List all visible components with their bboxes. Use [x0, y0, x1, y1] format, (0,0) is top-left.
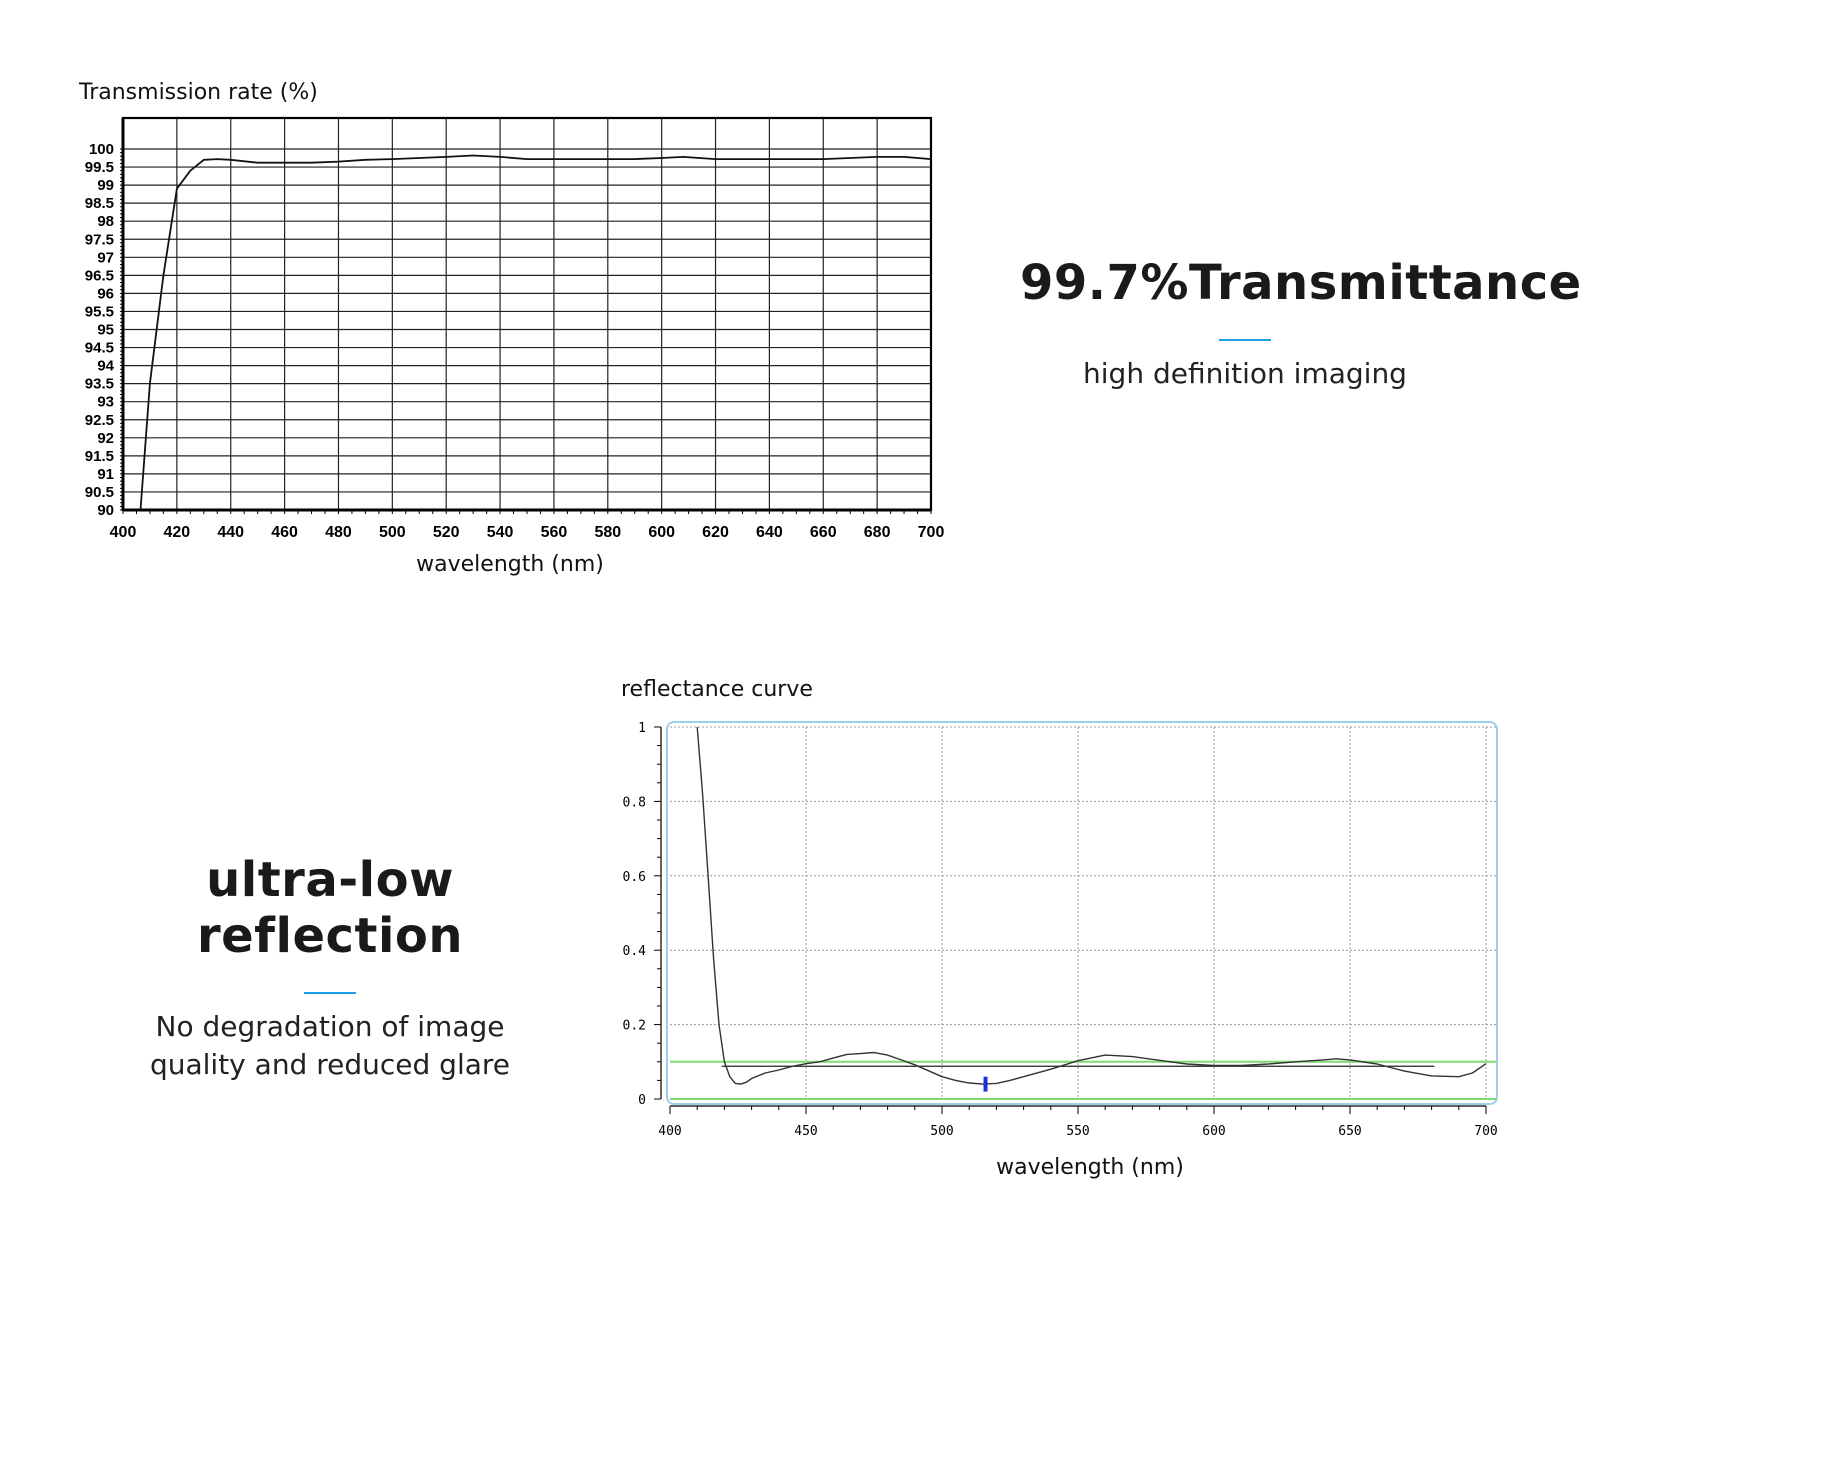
y-tick-label: 98.5 — [85, 195, 114, 212]
transmission-chart-title: Transmission rate (%) — [79, 80, 318, 105]
y-tick-label: 92 — [97, 430, 114, 447]
transmittance-heading: 99.7%Transmittance — [1020, 255, 1582, 311]
y-tick-label: 93 — [97, 394, 114, 411]
transmission-curve — [139, 154, 932, 511]
y-tick-label: 1 — [638, 721, 646, 736]
reflection-subtitle-line-1: No degradation of image — [155, 1010, 505, 1043]
y-tick-label: 90.5 — [85, 484, 114, 501]
y-tick-label: 96.5 — [85, 267, 114, 284]
y-tick-label: 0.8 — [623, 795, 646, 810]
plot-frame — [121, 116, 933, 512]
y-tick-label: 95.5 — [85, 303, 114, 320]
x-tick-label: 400 — [110, 524, 137, 541]
transmittance-feature: 99.7%Transmittance high definition imagi… — [1020, 255, 1582, 393]
y-tick-label: 100 — [89, 141, 114, 158]
y-tick-label: 91.5 — [85, 448, 114, 465]
reflection-subtitle-line-2: quality and reduced glare — [149, 1048, 511, 1081]
reflectance-chart-title: reflectance curve — [621, 677, 813, 702]
y-tick-label: 0.6 — [623, 870, 646, 885]
transmission-xlabel: wavelength (nm) — [416, 552, 604, 577]
x-tick-label: 520 — [433, 524, 460, 541]
x-tick-label: 660 — [810, 524, 837, 541]
y-tick-label: 0.4 — [623, 944, 647, 959]
x-tick-label: 450 — [794, 1124, 817, 1139]
accent-divider — [1219, 339, 1271, 341]
x-tick-label: 680 — [864, 524, 891, 541]
y-tick-label: 96 — [97, 285, 114, 302]
x-tick-label: 420 — [164, 524, 191, 541]
x-tick-label: 460 — [271, 524, 298, 541]
x-tick-label: 440 — [217, 524, 244, 541]
y-tick-label: 0 — [638, 1093, 646, 1108]
x-tick-label: 400 — [658, 1124, 681, 1139]
x-tick-label: 640 — [756, 524, 783, 541]
y-tick-label: 0.2 — [623, 1019, 646, 1034]
x-tick-label: 500 — [930, 1124, 953, 1139]
y-tick-label: 93.5 — [85, 376, 114, 393]
x-tick-label: 620 — [702, 524, 729, 541]
y-tick-label: 91 — [97, 466, 114, 483]
y-tick-label: 99 — [97, 177, 114, 194]
reflectance-chart: 0 0.2 0.4 0.6 0.8 1 400 450 500 550 600 650 700 — [623, 721, 1498, 1139]
y-tick-label: 97.5 — [85, 231, 114, 248]
reflectance-curve — [696, 726, 1487, 1085]
x-tick-label: 550 — [1066, 1124, 1089, 1139]
y-tick-label: 94.5 — [85, 340, 114, 357]
x-tick-label: 500 — [379, 524, 406, 541]
accent-divider — [304, 992, 356, 994]
reflection-feature: ultra-low reflection No degradation of i… — [100, 852, 560, 1084]
x-tick-label: 480 — [325, 524, 352, 541]
y-tick-label: 97 — [97, 249, 114, 266]
x-tick-label: 580 — [594, 524, 621, 541]
y-tick-label: 90 — [97, 502, 114, 519]
y-tick-label: 94 — [97, 358, 114, 375]
x-tick-label: 700 — [1474, 1124, 1497, 1139]
y-tick-label: 92.5 — [85, 412, 114, 429]
x-tick-label: 650 — [1338, 1124, 1361, 1139]
y-tick-label: 98 — [97, 213, 114, 230]
reflection-heading: ultra-low reflection — [196, 852, 464, 964]
x-tick-label: 600 — [648, 524, 675, 541]
plot-frame — [666, 721, 1498, 1105]
y-tick-label: 95 — [97, 322, 114, 339]
x-tick-label: 600 — [1202, 1124, 1225, 1139]
x-tick-label: 540 — [487, 524, 514, 541]
x-tick-label: 700 — [918, 524, 945, 541]
reflectance-xlabel: wavelength (nm) — [996, 1155, 1184, 1180]
x-tick-label: 560 — [541, 524, 568, 541]
y-tick-label: 99.5 — [85, 159, 114, 176]
transmittance-subtitle: high definition imaging — [1083, 357, 1407, 390]
